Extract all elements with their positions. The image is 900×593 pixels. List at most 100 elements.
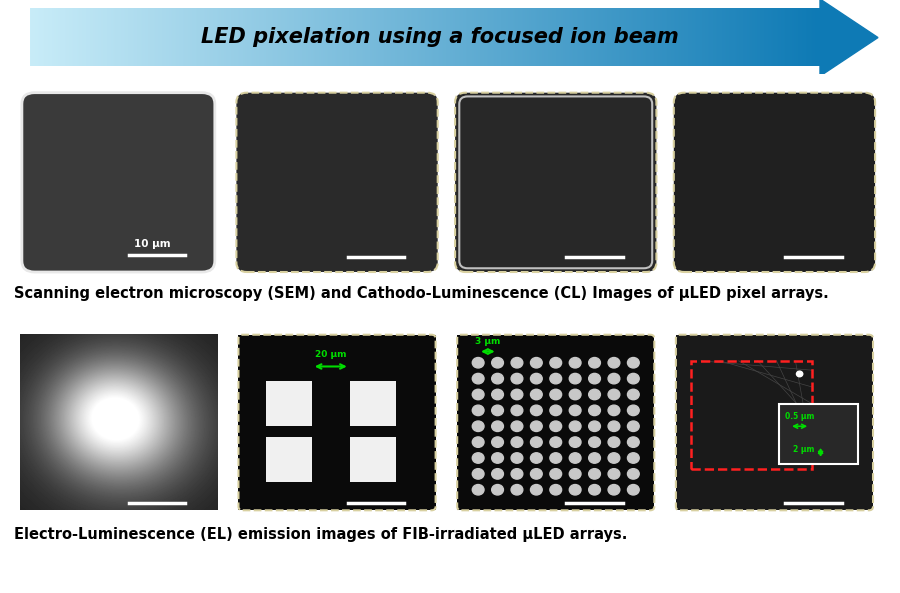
Circle shape xyxy=(796,371,803,377)
Circle shape xyxy=(530,484,542,495)
Text: 2 μm: 2 μm xyxy=(793,445,814,454)
Circle shape xyxy=(627,484,639,495)
Circle shape xyxy=(627,374,639,384)
Circle shape xyxy=(589,374,600,384)
Circle shape xyxy=(608,358,620,368)
Circle shape xyxy=(608,437,620,447)
Circle shape xyxy=(570,484,581,495)
Circle shape xyxy=(608,453,620,463)
Circle shape xyxy=(472,374,484,384)
Bar xyxy=(778,404,859,464)
Circle shape xyxy=(491,358,503,368)
Circle shape xyxy=(511,405,523,416)
Circle shape xyxy=(570,358,581,368)
Circle shape xyxy=(472,468,484,479)
Circle shape xyxy=(608,389,620,400)
Circle shape xyxy=(550,453,562,463)
FancyBboxPatch shape xyxy=(455,93,656,272)
Circle shape xyxy=(491,437,503,447)
Circle shape xyxy=(570,405,581,416)
Circle shape xyxy=(530,374,542,384)
Circle shape xyxy=(530,389,542,400)
Circle shape xyxy=(589,421,600,432)
Circle shape xyxy=(491,484,503,495)
Text: 10 μm: 10 μm xyxy=(134,239,171,249)
Text: Electro-Luminescence (EL) emission images of FIB-irradiated μLED arrays.: Electro-Luminescence (EL) emission image… xyxy=(14,527,627,541)
Circle shape xyxy=(472,484,484,495)
Circle shape xyxy=(511,358,523,368)
Circle shape xyxy=(550,358,562,368)
Circle shape xyxy=(530,405,542,416)
Circle shape xyxy=(491,421,503,432)
Circle shape xyxy=(550,437,562,447)
Circle shape xyxy=(589,437,600,447)
Text: 20 μm: 20 μm xyxy=(315,350,346,359)
Circle shape xyxy=(511,374,523,384)
Circle shape xyxy=(570,437,581,447)
Circle shape xyxy=(627,358,639,368)
Circle shape xyxy=(472,453,484,463)
Text: 3 μm: 3 μm xyxy=(475,337,500,346)
Polygon shape xyxy=(820,0,878,76)
Circle shape xyxy=(570,421,581,432)
Circle shape xyxy=(511,453,523,463)
FancyBboxPatch shape xyxy=(22,93,215,272)
Bar xyxy=(349,438,396,482)
Circle shape xyxy=(627,468,639,479)
Text: Scanning electron microscopy (SEM) and Cathodo-Luminescence (CL) Images of μLED : Scanning electron microscopy (SEM) and C… xyxy=(14,286,828,301)
Circle shape xyxy=(472,389,484,400)
Bar xyxy=(690,361,812,469)
Circle shape xyxy=(627,389,639,400)
Circle shape xyxy=(550,374,562,384)
Circle shape xyxy=(511,484,523,495)
Circle shape xyxy=(530,453,542,463)
Circle shape xyxy=(570,468,581,479)
Circle shape xyxy=(608,374,620,384)
Circle shape xyxy=(627,421,639,432)
Circle shape xyxy=(570,374,581,384)
Circle shape xyxy=(511,468,523,479)
FancyBboxPatch shape xyxy=(237,93,437,272)
Bar xyxy=(266,438,312,482)
Circle shape xyxy=(589,453,600,463)
Circle shape xyxy=(608,405,620,416)
Circle shape xyxy=(472,421,484,432)
Circle shape xyxy=(530,421,542,432)
Circle shape xyxy=(491,468,503,479)
Circle shape xyxy=(550,405,562,416)
Circle shape xyxy=(627,437,639,447)
Circle shape xyxy=(550,389,562,400)
Circle shape xyxy=(491,405,503,416)
Circle shape xyxy=(530,468,542,479)
Circle shape xyxy=(511,421,523,432)
Circle shape xyxy=(608,484,620,495)
Circle shape xyxy=(589,484,600,495)
Circle shape xyxy=(491,389,503,400)
Circle shape xyxy=(627,453,639,463)
Circle shape xyxy=(530,358,542,368)
Circle shape xyxy=(550,484,562,495)
Circle shape xyxy=(589,468,600,479)
Bar xyxy=(349,381,396,426)
Circle shape xyxy=(472,405,484,416)
Circle shape xyxy=(608,421,620,432)
Circle shape xyxy=(472,358,484,368)
Circle shape xyxy=(550,468,562,479)
Circle shape xyxy=(550,421,562,432)
FancyBboxPatch shape xyxy=(674,93,875,272)
Circle shape xyxy=(570,453,581,463)
Circle shape xyxy=(627,405,639,416)
Circle shape xyxy=(511,437,523,447)
Circle shape xyxy=(511,389,523,400)
Circle shape xyxy=(589,389,600,400)
Circle shape xyxy=(491,374,503,384)
Text: 0.5 μm: 0.5 μm xyxy=(785,412,814,421)
Text: LED pixelation using a focused ion beam: LED pixelation using a focused ion beam xyxy=(201,27,679,47)
Bar xyxy=(266,381,312,426)
Circle shape xyxy=(589,358,600,368)
Circle shape xyxy=(491,453,503,463)
Circle shape xyxy=(570,389,581,400)
Circle shape xyxy=(589,405,600,416)
Circle shape xyxy=(530,437,542,447)
Circle shape xyxy=(608,468,620,479)
